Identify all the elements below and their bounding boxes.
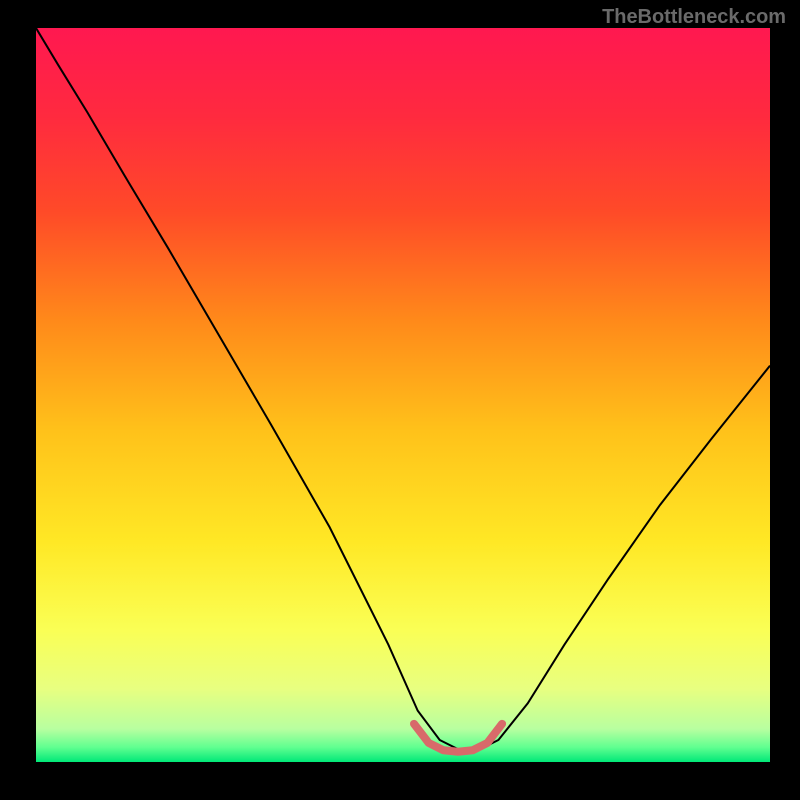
- bottleneck-curve-chart: [36, 28, 770, 762]
- gradient-background: [36, 28, 770, 762]
- chart-plot-area: [36, 28, 770, 762]
- site-watermark: TheBottleneck.com: [602, 6, 786, 29]
